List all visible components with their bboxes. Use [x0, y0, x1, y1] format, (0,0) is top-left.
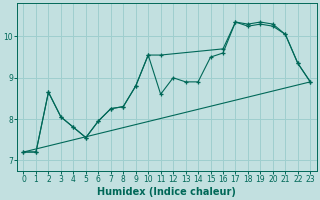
- X-axis label: Humidex (Indice chaleur): Humidex (Indice chaleur): [98, 187, 236, 197]
